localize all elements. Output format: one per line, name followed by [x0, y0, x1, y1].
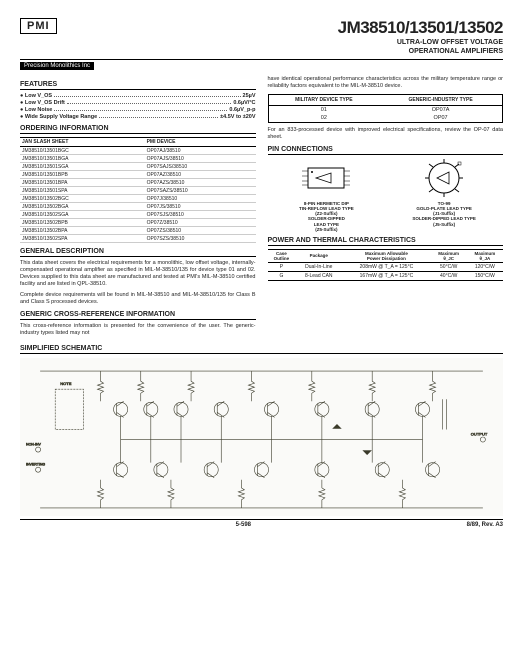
right-intro: have identical operational performance c… — [268, 76, 504, 90]
feature-item: ● Wide Supply Voltage Range±4.5V to ±20V — [20, 114, 256, 120]
feature-item: ● Low V_OS25µV — [20, 93, 256, 99]
schematic-svg-icon: NOTE OUTPUT NON-INV INVERTING — [20, 358, 503, 516]
two-column-layout: FEATURES ● Low V_OS25µV● Low V_OS Drift0… — [20, 76, 503, 340]
subtitle-1: ULTRA-LOW OFFSET VOLTAGE — [338, 39, 503, 47]
title-block: JM38510/13501/13502 ULTRA-LOW OFFSET VOL… — [338, 18, 503, 55]
pin-heading: PIN CONNECTIONS — [268, 146, 504, 155]
order-row: JM38510/13501BGAOP07AJS/38510 — [20, 155, 256, 163]
svg-text:OUTPUT: OUTPUT — [471, 432, 488, 437]
order-row: JM38510/13502BPAOP07ZS/38510 — [20, 227, 256, 235]
thermal-heading: POWER AND THERMAL CHARACTERISTICS — [268, 237, 504, 246]
can-diagram-icon — [414, 158, 474, 198]
mil-col2: GENERIC-INDUSTRY TYPE — [379, 95, 502, 106]
thermal-table: Case Outline Package Maximum Allowable P… — [268, 249, 504, 281]
schematic-heading: SIMPLIFIED SCHEMATIC — [20, 345, 503, 354]
simplified-schematic: NOTE OUTPUT NON-INV INVERTING — [20, 358, 503, 516]
page-footer: 5-598 8/89, Rev. A3 — [20, 519, 503, 528]
order-row: JM38510/13502BGCOP07J/38510 — [20, 195, 256, 203]
order-row: JM38510/13501BPAOP07AZS/38510 — [20, 179, 256, 187]
general-p2: Complete device requirements will be fou… — [20, 292, 256, 306]
crossref-p1: This cross-reference information is pres… — [20, 323, 256, 337]
right-column: have identical operational performance c… — [268, 76, 504, 340]
order-col2: PMI DEVICE — [145, 138, 256, 147]
mil-row: 02OP07 — [268, 114, 503, 123]
mil-row: 01OP07A — [268, 106, 503, 115]
therm-h1: Case Outline — [268, 249, 296, 262]
feature-item: ● Low V_OS Drift0.6µV/°C — [20, 100, 256, 106]
crossref-heading: GENERIC CROSS-REFERENCE INFORMATION — [20, 311, 256, 320]
military-type-table: MILITARY DEVICE TYPEGENERIC-INDUSTRY TYP… — [268, 94, 504, 123]
general-heading: GENERAL DESCRIPTION — [20, 248, 256, 257]
order-row: JM38510/13501SPAOP07SAZS/38510 — [20, 187, 256, 195]
left-column: FEATURES ● Low V_OS25µV● Low V_OS Drift0… — [20, 76, 256, 340]
dip-label: 8-PIN HERMETIC DIP TIN-REFLOW LEAD TYPE … — [270, 201, 383, 232]
svg-text:NON-INV: NON-INV — [26, 443, 41, 447]
therm-h4: Maximum θ_JC — [431, 249, 467, 262]
ordering-heading: ORDERING INFORMATION — [20, 125, 256, 134]
order-row: JM38510/13502BGAOP07JS/38510 — [20, 203, 256, 211]
thermal-row: PDual-In-Line208mW @ T_A = 125°C50°C/W12… — [268, 262, 504, 271]
svg-text:NOTE: NOTE — [60, 382, 71, 387]
mil-col1: MILITARY DEVICE TYPE — [268, 95, 379, 106]
company-band: Precision Monolithics Inc — [20, 62, 94, 70]
order-row: JM38510/13502BPBOP07Z/38510 — [20, 219, 256, 227]
pin-labels-row: 8-PIN HERMETIC DIP TIN-REFLOW LEAD TYPE … — [268, 201, 504, 232]
order-row: JM38510/13501BPBOP07AZ/38510 — [20, 171, 256, 179]
ordering-table: JAN SLASH SHEETPMI DEVICE JM38510/13501B… — [20, 137, 256, 243]
dip-diagram-icon — [296, 162, 356, 194]
features-list: ● Low V_OS25µV● Low V_OS Drift0.6µV/°C● … — [20, 93, 256, 120]
pin-diagrams — [268, 158, 504, 198]
right-note: For an 833-processed device with improve… — [268, 127, 504, 141]
order-col1: JAN SLASH SHEET — [20, 138, 145, 147]
feature-item: ● Low Noise0.6µV_p-p — [20, 107, 256, 113]
part-number: JM38510/13501/13502 — [338, 18, 503, 38]
order-row: JM38510/13502SPAOP07SZS/38510 — [20, 235, 256, 243]
subtitle-2: OPERATIONAL AMPLIFIERS — [338, 48, 503, 56]
therm-h3: Maximum Allowable Power Dissipation — [342, 249, 430, 262]
footer-rev: 8/89, Rev. A3 — [467, 522, 503, 528]
therm-h2: Package — [295, 249, 342, 262]
order-row: JM38510/13502SGAOP07SJS/38510 — [20, 211, 256, 219]
order-row: JM38510/13501SGAOP07SAJS/38510 — [20, 163, 256, 171]
order-row: JM38510/13501BGCOP07AJ/38510 — [20, 147, 256, 155]
pmi-logo: PMI — [20, 18, 57, 34]
thermal-row: G8-Lead CAN167mW @ T_A = 125°C40°C/W150°… — [268, 271, 504, 280]
therm-h5: Maximum θ_JA — [467, 249, 503, 262]
can-label: TO-99 GOLD-PLATE LEAD TYPE (J1-Suffix) S… — [388, 201, 501, 232]
footer-page: 5-598 — [236, 522, 251, 528]
general-p1: This data sheet covers the electrical re… — [20, 260, 256, 288]
page-header: PMI JM38510/13501/13502 ULTRA-LOW OFFSET… — [20, 18, 503, 60]
svg-text:INVERTING: INVERTING — [26, 463, 45, 467]
features-heading: FEATURES — [20, 81, 256, 90]
